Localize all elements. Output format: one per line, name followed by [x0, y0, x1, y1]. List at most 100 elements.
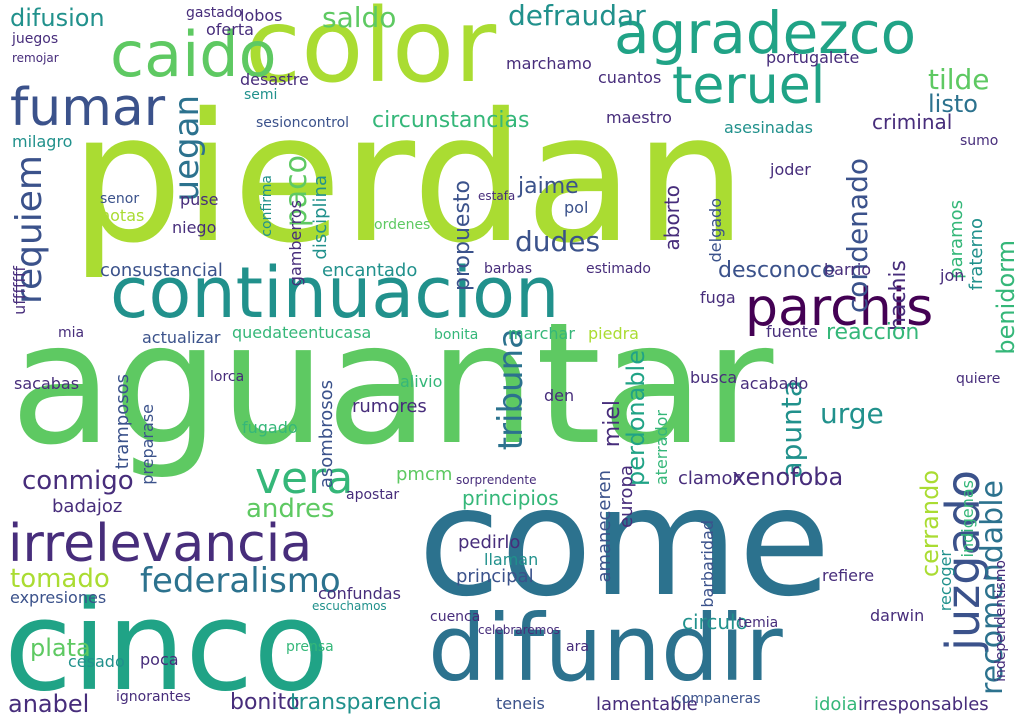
word: asesinadas — [724, 118, 814, 137]
word: gastado — [186, 5, 243, 21]
word: criminal — [872, 110, 953, 134]
word: xenofoba — [732, 463, 844, 491]
word: expresiones — [10, 588, 107, 607]
word: color — [245, 0, 497, 106]
word: quedateentucasa — [232, 323, 372, 342]
word: benidorm — [992, 240, 1020, 355]
word: fuente — [766, 322, 818, 341]
word: semi — [244, 87, 278, 103]
word: difusion — [10, 4, 105, 32]
word: actualizar — [142, 328, 221, 347]
word: tilde — [928, 63, 990, 96]
word: dudes — [515, 225, 601, 258]
word: circulo — [682, 610, 748, 634]
word: amaneceren — [594, 470, 615, 583]
word: pierdan — [70, 75, 747, 282]
word: barrio — [824, 260, 872, 279]
word: darwin — [870, 606, 925, 625]
word: marchamo — [506, 54, 592, 73]
word: portugalete — [766, 48, 860, 67]
word: alivio — [400, 372, 443, 391]
word: ara — [566, 639, 589, 655]
word: transparencia — [290, 690, 442, 715]
word: caido — [110, 18, 277, 91]
word: tramposos — [112, 374, 133, 470]
word: maestro — [606, 108, 672, 127]
word: prensa — [286, 639, 334, 655]
word: gamberros — [286, 200, 305, 287]
word: teneis — [496, 694, 545, 713]
word: estimado — [586, 261, 651, 277]
word: escuchamos — [312, 599, 387, 613]
word: sacabas — [14, 374, 80, 393]
word: mia — [58, 325, 85, 341]
word: cesado — [68, 652, 125, 671]
word: cinco — [4, 575, 330, 719]
word: notas — [100, 206, 145, 225]
word: celebraremos — [478, 623, 560, 637]
word: principios — [462, 486, 559, 510]
word: europa — [616, 465, 637, 528]
word: urge — [820, 397, 884, 430]
word: bonita — [434, 327, 479, 343]
word: andres — [246, 494, 335, 524]
word: desastre — [240, 70, 309, 89]
word: aguantar — [10, 286, 774, 482]
word: senor — [100, 191, 140, 207]
word: jon — [940, 266, 965, 285]
word: fumar — [10, 78, 166, 138]
word: conmigo — [22, 466, 134, 496]
word: vera — [255, 453, 354, 504]
word: puse — [180, 190, 219, 209]
word: ignorantes — [116, 689, 191, 705]
word: delgado — [706, 198, 725, 263]
word: miel — [600, 400, 625, 448]
word: saldo — [322, 1, 397, 34]
word: milagro — [12, 132, 73, 151]
word: confirma — [259, 175, 275, 237]
word: principal — [456, 566, 534, 587]
word: uegan — [167, 95, 207, 202]
word: confundas — [318, 584, 401, 603]
word: poca — [140, 650, 179, 669]
word: cuantos — [598, 68, 662, 87]
word: plata — [30, 634, 91, 662]
word: barbas — [484, 261, 532, 277]
word: pedirlo — [458, 532, 521, 553]
word: lorca — [210, 369, 245, 385]
word: sumo — [960, 133, 999, 149]
word: barbaridad — [698, 520, 717, 608]
word: bonito — [230, 690, 300, 715]
word: cuenca — [430, 609, 481, 625]
word: badajoz — [52, 496, 123, 517]
word: jaime — [518, 174, 579, 199]
word: quiere — [956, 371, 1001, 387]
word: den — [544, 386, 575, 405]
word: encantado — [322, 260, 418, 281]
word: aterrador — [652, 410, 671, 486]
word: teruel — [672, 56, 826, 116]
word: juegos — [12, 31, 59, 47]
word: sesioncontrol — [256, 115, 350, 131]
word: propuesto — [450, 180, 475, 291]
word: oferta — [206, 20, 254, 39]
word: recoger — [936, 550, 955, 612]
word: independentismo — [993, 560, 1009, 682]
word: niego — [172, 218, 217, 237]
word: lamentable — [596, 694, 698, 715]
word: anabel — [8, 690, 90, 718]
word: aborto — [660, 185, 684, 251]
word: ufffffff — [10, 266, 29, 315]
word: companeras — [674, 691, 761, 707]
word: refiere — [822, 566, 875, 585]
word: tomado — [10, 564, 110, 594]
word: ordenes — [374, 217, 431, 233]
word: defraudar — [508, 0, 646, 32]
word: clamor — [678, 468, 740, 489]
word: circunstancias — [372, 108, 530, 133]
word: continuacion — [110, 252, 560, 334]
word: irresponsables — [858, 694, 989, 715]
word: condenado — [841, 158, 874, 314]
word: llaman — [484, 550, 539, 569]
